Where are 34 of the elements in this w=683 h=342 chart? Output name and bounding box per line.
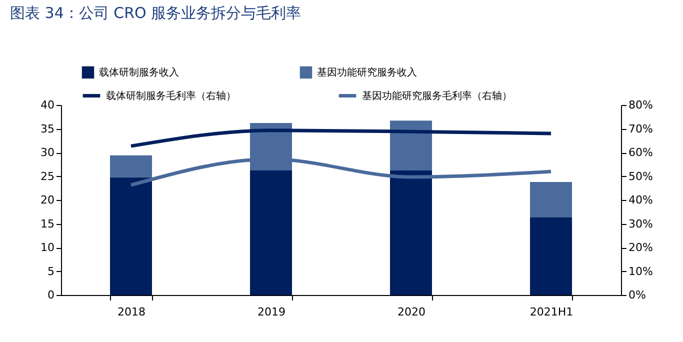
y-tick-label: 5 (48, 264, 54, 278)
legend-label: 载体研制服务收入 (99, 66, 179, 78)
legend-label: 载体研制服务毛利率（右轴） (106, 90, 236, 102)
bar (530, 217, 572, 295)
y2-tick-label: 70% (628, 122, 653, 136)
x-tick-label: 2019 (258, 306, 286, 318)
y2-tick-label: 40% (628, 194, 653, 206)
y2-tick-label: 10% (628, 264, 653, 278)
y-tick-label: 10 (40, 241, 54, 254)
bar (250, 170, 292, 295)
y-tick-label: 30 (40, 146, 54, 159)
y2-tick-label: 30% (628, 217, 653, 230)
x-tick-label: 2018 (118, 306, 146, 318)
bar (530, 182, 572, 218)
x-tick-label: 2020 (398, 306, 426, 318)
y-tick-label: 15 (40, 217, 54, 230)
y2-tick-label: 0% (628, 288, 646, 302)
x-tick-label: 2021H1 (530, 306, 574, 318)
bar (390, 170, 432, 295)
y-tick-label: 35 (40, 122, 54, 136)
bar (390, 120, 432, 171)
y2-tick-label: 20% (628, 241, 653, 254)
legend-label: 基因功能研究服务收入 (317, 66, 417, 78)
y2-tick-label: 60% (628, 146, 653, 159)
y-tick-label: 0 (48, 288, 54, 302)
bar (110, 177, 152, 295)
y-tick-label: 40 (40, 98, 54, 112)
legend-label: 基因功能研究服务毛利率（右轴） (362, 90, 512, 102)
line-series (129, 128, 553, 148)
y-tick-label: 25 (40, 170, 54, 183)
chart-title: 图表 34：公司 CRO 服务业务拆分与毛利率 (10, 4, 302, 22)
y-tick-label: 20 (40, 194, 54, 206)
y2-tick-label: 80% (628, 98, 653, 112)
y2-tick-label: 50% (628, 170, 653, 183)
